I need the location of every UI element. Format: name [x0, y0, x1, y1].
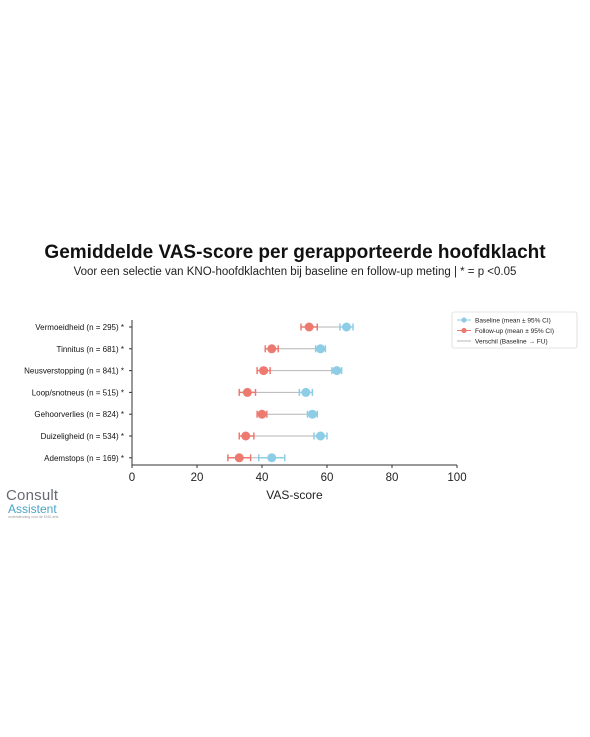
x-axis-label: VAS-score	[266, 488, 323, 502]
x-tick-label: 40	[256, 472, 269, 484]
legend-label: Follow-up (mean ± 95% CI)	[475, 328, 554, 335]
legend-box	[451, 311, 578, 349]
category-label: Gehoorverlies (n = 824) *	[34, 410, 124, 419]
followup-mean-point	[259, 366, 269, 376]
category-label: Tinnitus (n = 681) *	[56, 345, 124, 354]
category-label: Neusverstopping (n = 841) *	[24, 367, 124, 376]
followup-mean-point	[242, 387, 252, 397]
legend-marker	[461, 317, 467, 323]
followup-mean-point	[304, 322, 314, 332]
baseline-mean-point	[307, 409, 317, 419]
x-tick-label: 20	[191, 472, 204, 484]
x-tick-label: 80	[386, 472, 399, 484]
baseline-mean-point	[316, 344, 325, 354]
category-label: Ademstops (n = 169) *	[44, 454, 124, 463]
baseline-mean-point	[316, 431, 325, 441]
logo-line1: Consult	[6, 487, 59, 504]
followup-mean-point	[257, 409, 267, 419]
followup-mean-point	[267, 344, 277, 354]
chart-subtitle: Voor een selectie van KNO-hoofdklachten …	[73, 266, 517, 278]
followup-mean-point	[241, 431, 251, 441]
legend-label: Baseline (mean ± 95% CI)	[475, 317, 551, 324]
x-tick-label: 100	[447, 472, 466, 484]
legend-label: Verschil (Baseline → FU)	[475, 338, 548, 345]
baseline-mean-point	[267, 453, 277, 463]
chart-title: Gemiddelde VAS-score per gerapporteerde …	[44, 242, 546, 263]
legend-marker	[461, 327, 467, 334]
x-tick-label: 60	[321, 472, 334, 484]
followup-mean-point	[234, 453, 244, 463]
x-tick-label: 0	[129, 472, 135, 484]
category-label: Vermoeidheid (n = 295) *	[35, 323, 124, 332]
baseline-mean-point	[301, 387, 311, 397]
category-label: Loop/snotneus (n = 515) *	[32, 388, 124, 397]
category-label: Duizeligheid (n = 534) *	[41, 432, 124, 441]
logo-tagline: ondersteuning voor de KNO-arts	[8, 515, 59, 519]
baseline-mean-point	[332, 366, 342, 376]
baseline-mean-point	[342, 322, 351, 332]
logo-line2: Assistent	[8, 502, 57, 516]
consult-assistent-logo: Consult Assistent ondersteuning voor de …	[6, 488, 58, 520]
